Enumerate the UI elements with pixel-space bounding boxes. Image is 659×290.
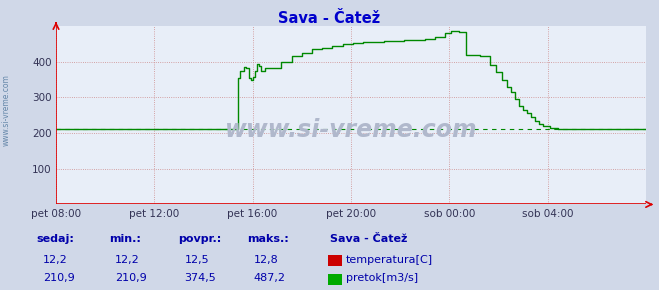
Text: 12,2: 12,2 — [43, 255, 68, 264]
Text: 374,5: 374,5 — [185, 273, 216, 283]
Text: Sava - Čatež: Sava - Čatež — [330, 234, 407, 244]
Text: www.si-vreme.com: www.si-vreme.com — [2, 74, 11, 146]
Text: Sava - Čatež: Sava - Čatež — [278, 11, 381, 26]
Text: min.:: min.: — [109, 234, 140, 244]
Text: 12,8: 12,8 — [254, 255, 279, 264]
Text: www.si-vreme.com: www.si-vreme.com — [225, 117, 477, 142]
Text: pretok[m3/s]: pretok[m3/s] — [346, 273, 418, 283]
Text: temperatura[C]: temperatura[C] — [346, 255, 433, 264]
Text: sedaj:: sedaj: — [36, 234, 74, 244]
Text: 12,2: 12,2 — [115, 255, 140, 264]
Text: povpr.:: povpr.: — [178, 234, 221, 244]
Text: 210,9: 210,9 — [43, 273, 74, 283]
Text: 210,9: 210,9 — [115, 273, 147, 283]
Text: 12,5: 12,5 — [185, 255, 209, 264]
Text: 487,2: 487,2 — [254, 273, 286, 283]
Text: maks.:: maks.: — [247, 234, 289, 244]
